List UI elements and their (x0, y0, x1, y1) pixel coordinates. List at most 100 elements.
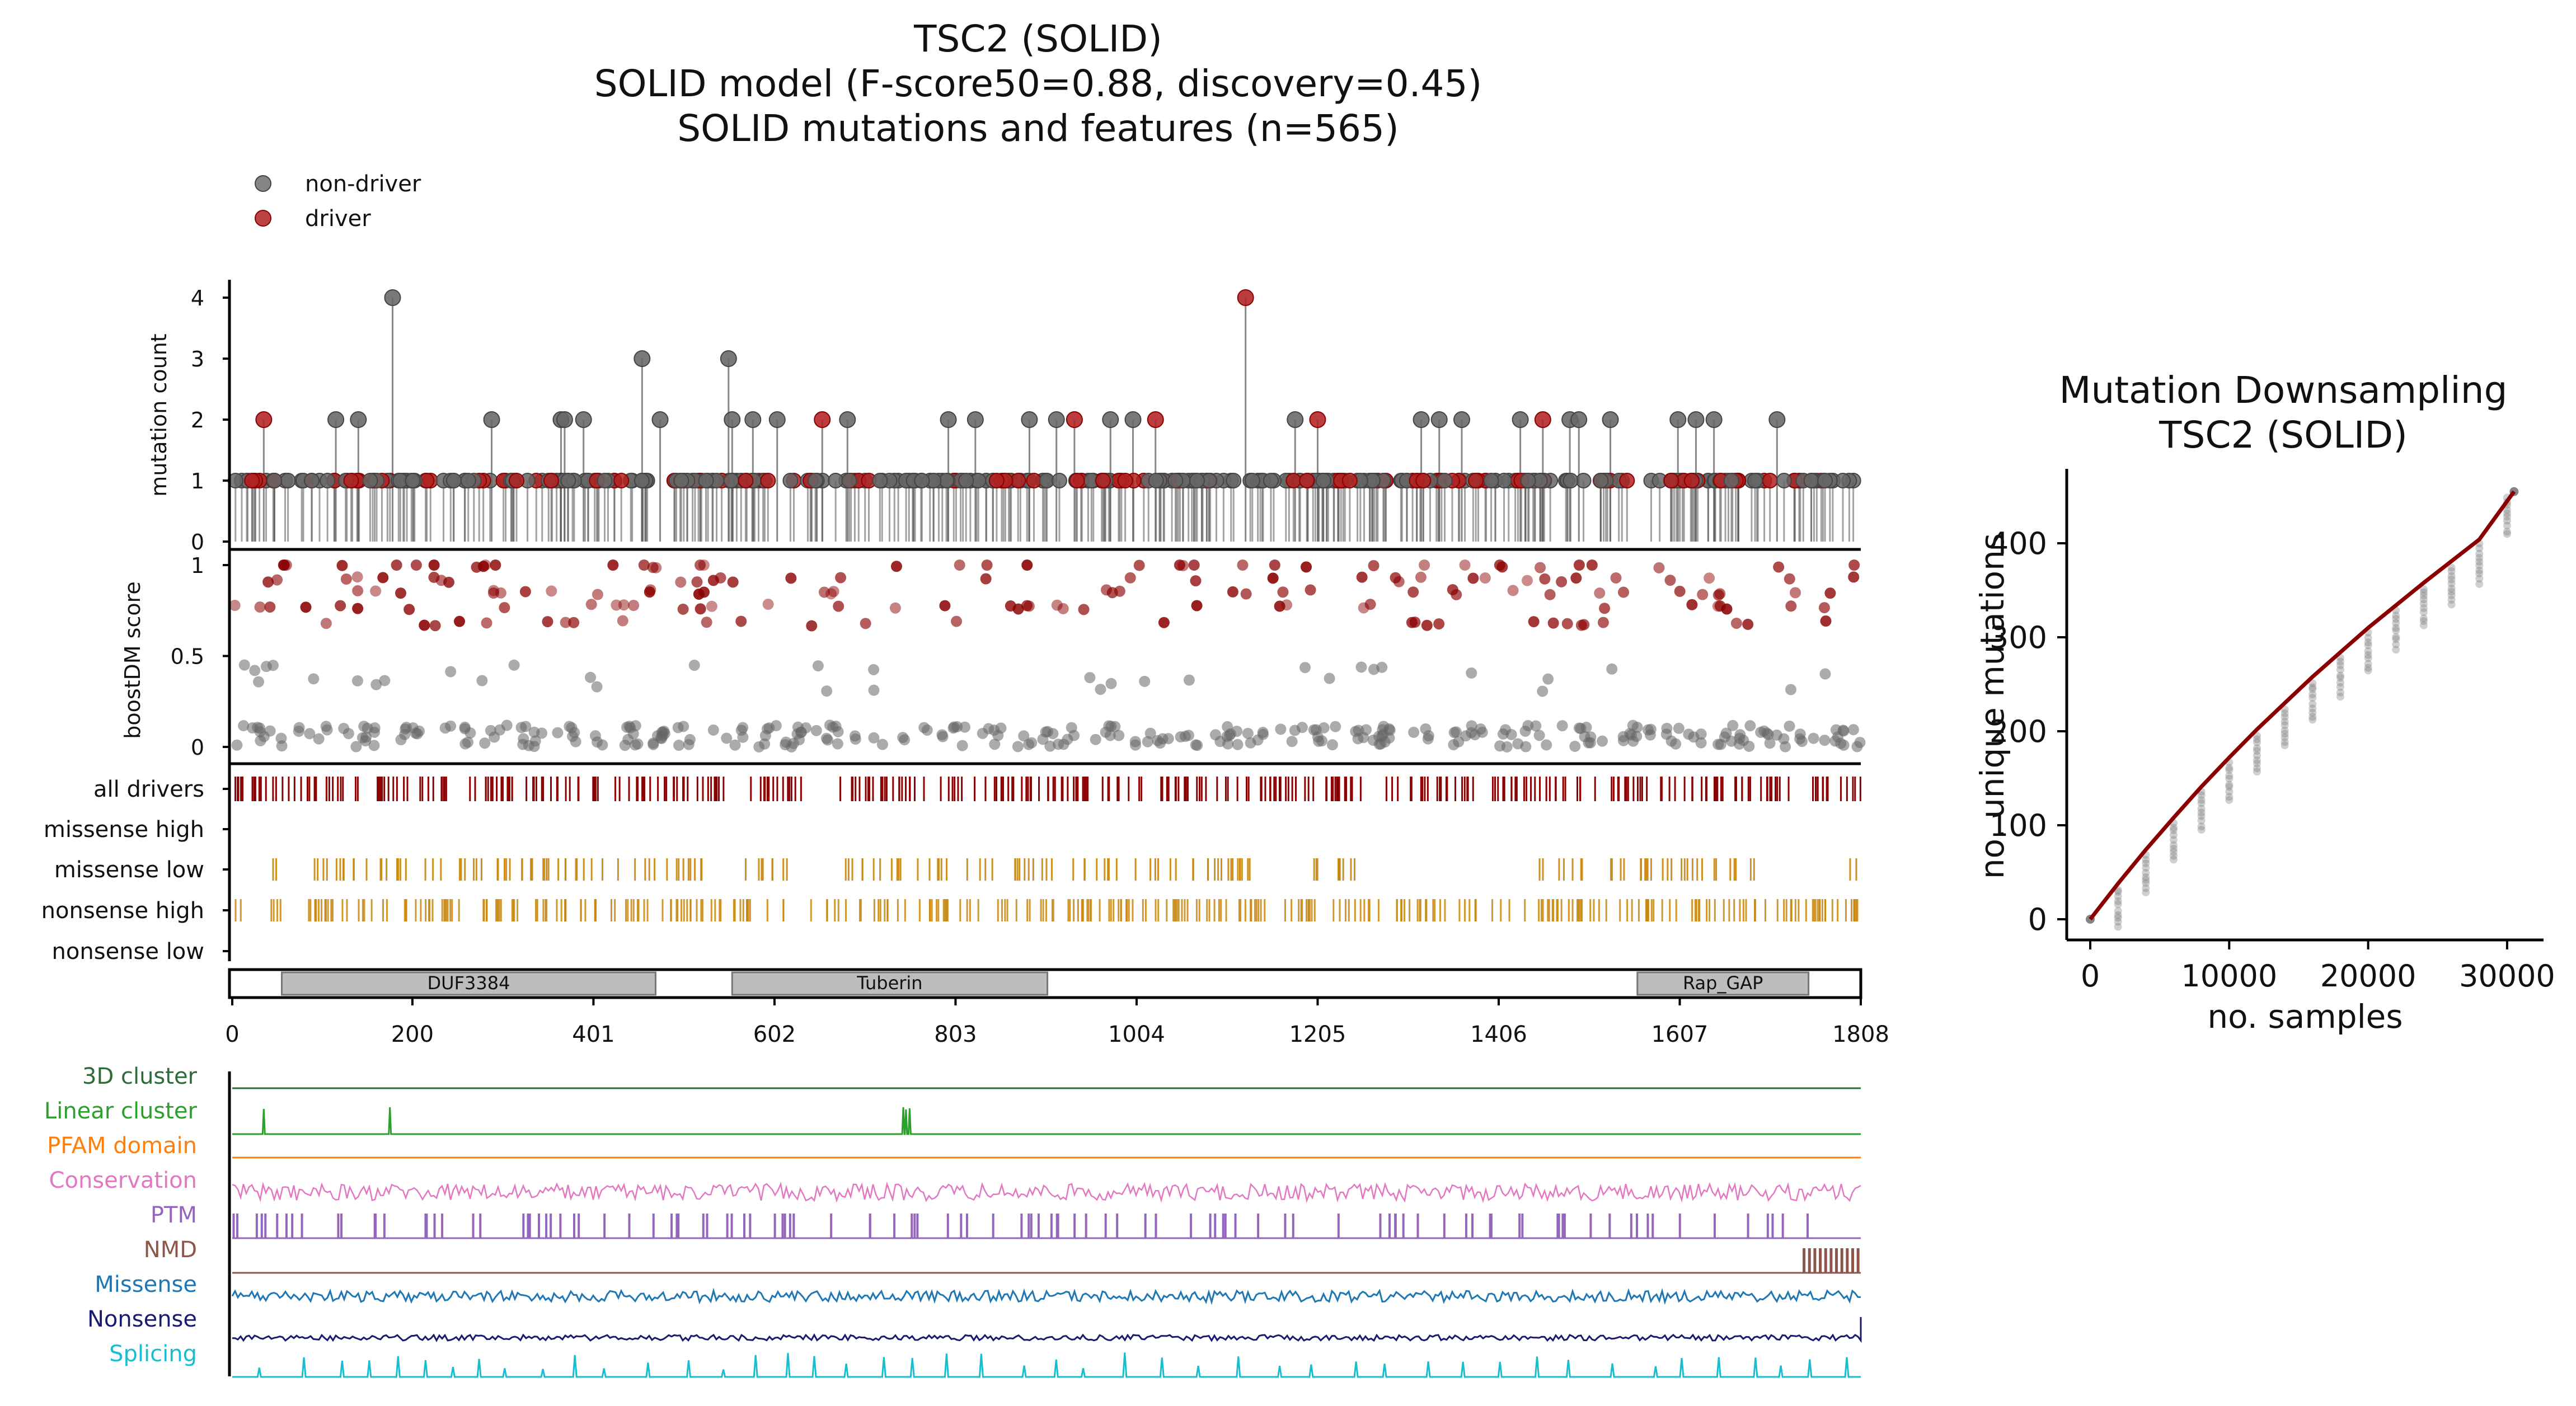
domain-xtick-label: 200 (391, 1022, 434, 1047)
downsampling-point (2364, 660, 2372, 668)
boostdm-point-non-driver (338, 722, 350, 734)
lollipop-head-non-driver (350, 411, 367, 428)
boostdm-point-non-driver (238, 659, 250, 671)
boostdm-ytick-label: 1 (191, 553, 204, 578)
boostdm-point-non-driver (351, 675, 363, 686)
downsampling-point (2419, 591, 2428, 600)
boostdm-point-non-driver (1733, 738, 1745, 750)
boostdm-point-driver (1267, 572, 1279, 584)
lollipop-head-driver (1095, 473, 1111, 488)
boostdm-point-non-driver (254, 722, 266, 734)
downsampling-point (2336, 666, 2344, 674)
downsampling-point (2169, 844, 2178, 853)
downsampling-points (2086, 487, 2519, 931)
boostdm-point-driver (546, 585, 557, 597)
boostdm-point-non-driver (1541, 739, 1552, 751)
boostdm-point-driver (1409, 617, 1421, 628)
boostdm-point-non-driver (1673, 722, 1685, 734)
boostdm-point-non-driver (850, 733, 861, 745)
boostdm-point-driver (735, 615, 747, 627)
boostdm-point-driver (1561, 618, 1573, 629)
downsampling-point (2392, 646, 2400, 654)
lollipop-head-non-driver (266, 473, 283, 488)
lollipop-head-non-driver (958, 473, 974, 488)
boostdm-point-non-driver (1854, 736, 1866, 748)
boostdm-point-non-driver (1537, 685, 1549, 697)
boostdm-point-driver (1535, 562, 1546, 573)
domain-xtick-label: 1205 (1289, 1022, 1346, 1047)
boostdm-point-driver (1237, 559, 1249, 571)
downsampling-point (2419, 585, 2428, 594)
lollipop-head-driver (244, 473, 260, 488)
domain-label: Rap_GAP (1683, 972, 1763, 994)
boostdm-point-non-driver (589, 730, 601, 742)
boostdm-point-driver (1784, 573, 1795, 585)
boostdm-point-non-driver (832, 738, 843, 750)
downsampling-point (2169, 836, 2178, 844)
downsampling-point (2392, 619, 2400, 627)
boostdm-point-non-driver (445, 720, 457, 732)
boostdm-point-non-driver (1808, 732, 1819, 744)
lollipop-head-non-driver (724, 411, 741, 428)
boostdm-point-non-driver (1660, 728, 1672, 740)
boostdm-point-non-driver (591, 681, 603, 693)
downsampling-point (2419, 617, 2428, 626)
boostdm-point-non-driver (632, 738, 644, 750)
downsampling-point (2142, 888, 2150, 897)
boostdm-point-driver (695, 559, 706, 571)
boostdm-point-non-driver (1232, 739, 1244, 750)
downsampling-point (2364, 654, 2372, 662)
lollipop-head-non-driver (1263, 473, 1279, 488)
boostdm-point-driver (278, 559, 289, 571)
lollipop-head-non-driver (768, 411, 786, 428)
downsampling-point (2114, 918, 2122, 926)
feature-tracks: 3D cluster Linear cluster PFAM domain Conse… (44, 1064, 1862, 1378)
downsampling-point (2197, 791, 2206, 800)
feature-panel: 3D cluster Linear cluster PFAM domain Conse… (44, 1064, 1862, 1378)
boostdm-point-non-driver (995, 722, 1007, 734)
boostdm-point-non-driver (1222, 721, 1233, 732)
boostdm-point-non-driver (1556, 720, 1568, 732)
lollipop-head-non-driver (1705, 411, 1723, 428)
boostdm-point-non-driver (868, 732, 880, 744)
downsampling-point (2419, 604, 2428, 613)
title-line-2: SOLID model (F-score50=0.88, discovery=0… (594, 62, 1482, 105)
boostdm-point-non-driver (597, 739, 608, 751)
domain-box (731, 971, 1049, 996)
boostdm-point-driver (1407, 586, 1419, 598)
downsampling-point (2308, 716, 2317, 724)
boostdm-point-driver (1459, 559, 1471, 571)
domain-xtick-label: 1607 (1651, 1022, 1709, 1047)
boostdm-point-non-driver (876, 739, 888, 750)
boostdm-point-driver (1158, 617, 1170, 628)
downsampling-point (2447, 575, 2456, 584)
boostdm-point-non-driver (1408, 726, 1420, 738)
downsampling-panel: Mutation Downsampling TSC2 (SOLID) 0 1000… (1973, 369, 2555, 1036)
lollipop-heads (227, 289, 1861, 488)
boostdm-point-driver (271, 574, 283, 586)
boostdm-point-non-driver (951, 721, 963, 732)
boostdm-point-driver (1599, 603, 1611, 614)
boostdm-point-driver (264, 601, 276, 613)
downsampling-point (2447, 595, 2456, 604)
downsampling-title-1: Mutation Downsampling (2059, 369, 2508, 412)
lollipop-head-non-driver (327, 411, 345, 428)
lollipop-head-driver (1341, 473, 1358, 488)
boostdm-point-driver (954, 559, 965, 571)
lollipop-head-non-driver (1593, 473, 1609, 488)
lollipop-head-non-driver (1669, 411, 1687, 428)
downsampling-ytick-label: 200 (1990, 714, 2047, 749)
downsampling-ytick-label: 300 (1990, 620, 2047, 655)
boostdm-point-non-driver (821, 685, 833, 697)
lollipop-head-non-driver (460, 473, 476, 488)
downsampling-xtick-label: 0 (2081, 958, 2100, 994)
downsampling-point (2475, 544, 2484, 552)
legend-non-driver-marker (255, 175, 271, 192)
lollipop-head-driver (1069, 473, 1085, 488)
feature-splicing-line (232, 1352, 1861, 1378)
boostdm-point-driver (890, 561, 902, 572)
boostdm-point-non-driver (585, 671, 597, 683)
boostdm-point-driver (1274, 600, 1285, 612)
boostdm-point-non-driver (1460, 730, 1472, 742)
boostdm-point-non-driver (619, 740, 631, 751)
